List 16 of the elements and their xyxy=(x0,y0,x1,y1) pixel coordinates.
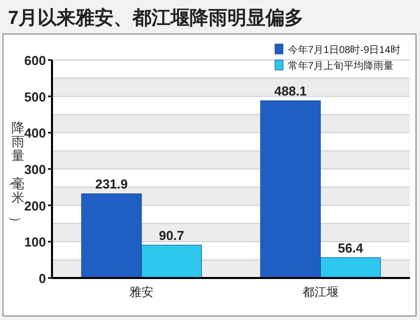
y-tick-label: 500 xyxy=(24,89,46,104)
data-label: 90.7 xyxy=(158,228,184,244)
x-tick-label: 都江堰 xyxy=(302,285,338,299)
y-tick-label: 100 xyxy=(24,234,46,250)
y-tick-label: 600 xyxy=(24,53,46,68)
y-tick-label: 300 xyxy=(24,162,46,177)
y-tick-label: 200 xyxy=(24,198,46,214)
y-tick-label: 400 xyxy=(24,126,46,141)
data-label: 56.4 xyxy=(338,240,364,256)
x-tick-label: 雅安 xyxy=(130,285,154,299)
legend-label: 今年7月1日08时-9日14时 xyxy=(288,44,400,56)
data-label: 488.1 xyxy=(274,84,307,99)
chart-title: 7月以来雅安、都江堰降雨明显偏多 xyxy=(8,7,304,29)
data-label: 231.9 xyxy=(95,176,128,192)
legend-label: 常年7月上旬平均降雨量 xyxy=(288,60,394,72)
y-tick-label: 0 xyxy=(38,271,46,286)
